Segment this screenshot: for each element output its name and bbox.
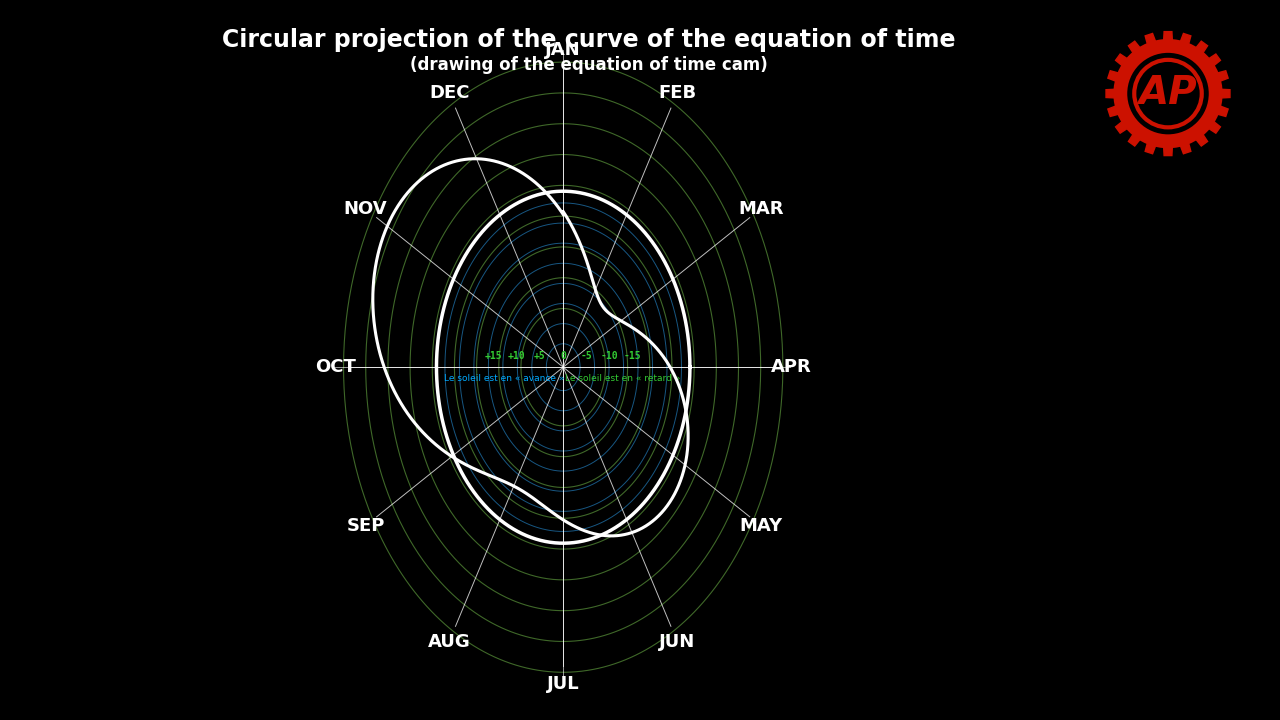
- Text: DEC: DEC: [429, 84, 470, 102]
- Circle shape: [1133, 58, 1203, 129]
- Text: -5: -5: [581, 351, 593, 361]
- Text: AP: AP: [1139, 73, 1197, 112]
- Text: NOV: NOV: [344, 199, 388, 217]
- Text: OCT: OCT: [315, 359, 356, 376]
- Text: JAN: JAN: [545, 42, 581, 60]
- Circle shape: [1120, 45, 1216, 142]
- Text: APR: APR: [771, 358, 812, 376]
- Text: AUG: AUG: [428, 633, 471, 651]
- Polygon shape: [1106, 32, 1230, 156]
- Text: +5: +5: [534, 351, 545, 361]
- Text: JUL: JUL: [547, 675, 580, 693]
- Text: MAR: MAR: [739, 199, 783, 217]
- Text: +15: +15: [485, 351, 502, 361]
- Text: (drawing of the equation of time cam): (drawing of the equation of time cam): [410, 55, 768, 73]
- Text: 0: 0: [561, 351, 566, 361]
- Text: -10: -10: [600, 351, 618, 361]
- Text: Circular projection of the curve of the equation of time: Circular projection of the curve of the …: [221, 27, 956, 52]
- Text: Le soleil est en « avance »: Le soleil est en « avance »: [444, 374, 564, 383]
- Text: -15: -15: [625, 351, 641, 361]
- Text: SEP: SEP: [347, 516, 385, 534]
- Text: MAY: MAY: [739, 516, 782, 534]
- Text: +10: +10: [508, 351, 526, 361]
- Text: FEB: FEB: [658, 84, 696, 102]
- Text: Le soleil est en « retard »: Le soleil est en « retard »: [564, 374, 680, 383]
- Text: JUN: JUN: [659, 633, 695, 651]
